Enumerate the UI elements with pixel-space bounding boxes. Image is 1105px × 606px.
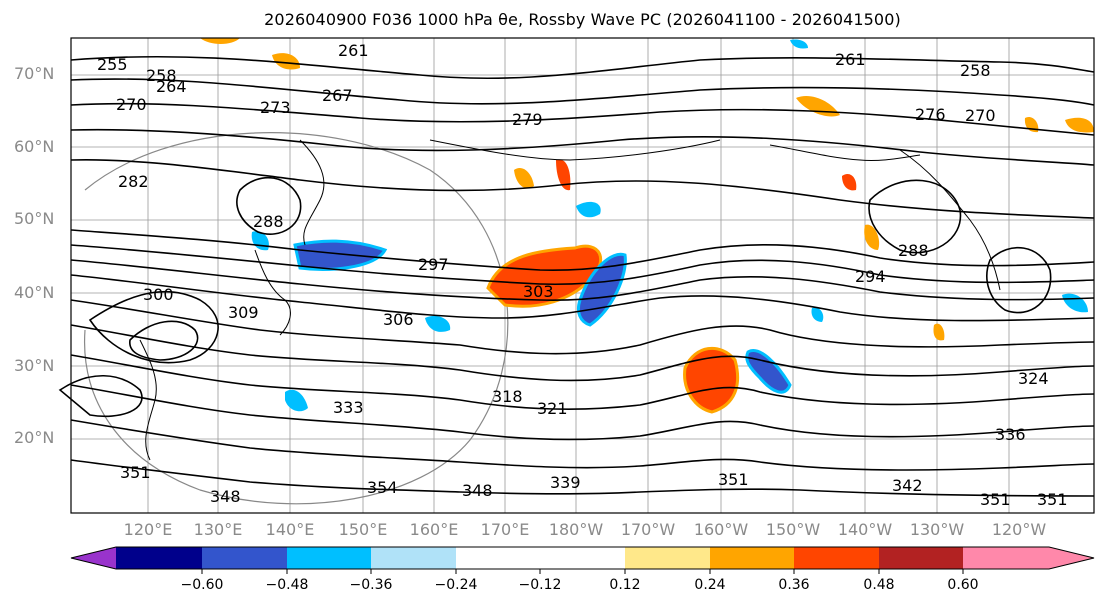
lat-label-50n: 50°N: [14, 209, 55, 228]
contour-label: 267: [322, 86, 353, 105]
figure-title: 2026040900 F036 1000 hPa θe, Rossby Wave…: [264, 10, 901, 29]
contour-label: 333: [333, 398, 364, 417]
contour-label: 282: [118, 172, 149, 191]
contour-label: 270: [965, 106, 996, 125]
contour-label: 276: [915, 105, 946, 124]
colorbar-tick-label: 0.48: [863, 577, 895, 593]
colorbar-bin: [456, 547, 540, 569]
contour-label: 351: [718, 470, 749, 489]
colorbar-bin: [202, 547, 287, 569]
colorbar-tick-label: 0.12: [609, 577, 641, 593]
contour-label: 264: [156, 77, 187, 96]
map-border: [70, 37, 1095, 514]
lon-label-160e: 160°E: [409, 520, 459, 539]
colorbar-bin: [625, 547, 710, 569]
colorbar-tick-label: −0.12: [518, 577, 562, 593]
colorbar-tick-label: 0.24: [694, 577, 726, 593]
contour-label: 273: [260, 98, 291, 117]
contour-labels: 255 258 264 261 267 270 273 279 276 261 …: [97, 41, 1068, 509]
lon-label-170e: 170°E: [480, 520, 530, 539]
contour-label: 261: [338, 41, 369, 60]
colorbar-tick-label: −0.24: [434, 577, 478, 593]
contour-label: 318: [492, 387, 523, 406]
map-panel: 255 258 264 261 267 270 273 279 276 261 …: [58, 37, 1095, 514]
contour-label: 294: [855, 267, 886, 286]
lon-label-140w: 140°W: [837, 520, 893, 539]
contour-label: 324: [1018, 369, 1049, 388]
contour-label: 351: [980, 490, 1011, 509]
contour-label: 258: [146, 66, 177, 85]
contour-label: 354: [367, 478, 398, 497]
contour-label: 270: [116, 95, 147, 114]
lon-label-130e: 130°E: [193, 520, 243, 539]
contour-label: 297: [418, 255, 449, 274]
contour-label: 306: [383, 310, 414, 329]
colorbar-ticks: [201, 569, 964, 574]
contour-label: 300: [143, 285, 174, 304]
colorbar-bin: [540, 547, 625, 569]
colorbar-bin: [116, 547, 202, 569]
colorbar-max-arrow: [963, 547, 1094, 569]
colorbar-outline: [70, 546, 1095, 570]
lon-label-140e: 140°E: [265, 520, 315, 539]
colorbar-tick-label: −0.48: [265, 577, 309, 593]
contour-label: 255: [97, 55, 128, 74]
contour-label: 261: [835, 50, 866, 69]
contour-label: 336: [995, 425, 1026, 444]
contour-label: 351: [120, 463, 151, 482]
contour-label: 351: [1037, 490, 1068, 509]
contour-label: 288: [898, 241, 929, 260]
colorbar-bin: [710, 547, 794, 569]
lat-label-30n: 30°N: [14, 356, 55, 375]
colorbar-bin: [371, 547, 456, 569]
contour-label: 339: [550, 473, 581, 492]
colorbar-tick-label: −0.36: [349, 577, 393, 593]
theta-e-contours: [58, 55, 1095, 497]
lat-label-20n: 20°N: [14, 428, 55, 447]
range-ring: [83, 132, 509, 505]
lon-label-130w: 130°W: [909, 520, 965, 539]
colorbar-tick-label: 0.36: [778, 577, 810, 593]
lon-label-150e: 150°E: [338, 520, 388, 539]
colorbar-tick-label: 0.60: [947, 577, 979, 593]
contour-label: 279: [512, 110, 543, 129]
lon-label-120e: 120°E: [123, 520, 173, 539]
anomaly-shading: [200, 38, 1094, 414]
lon-label-150w: 150°W: [765, 520, 821, 539]
colorbar-bin: [287, 547, 371, 569]
colorbar-min-arrow: [71, 547, 116, 569]
contour-label: 342: [892, 476, 923, 495]
lat-label-70n: 70°N: [14, 64, 55, 83]
contour-label: 321: [537, 399, 568, 418]
lon-label-160w: 160°W: [693, 520, 749, 539]
colorbar-bin: [794, 547, 879, 569]
lat-label-40n: 40°N: [14, 283, 55, 302]
colorbar: [70, 546, 1095, 574]
colorbar-tick-label: −0.60: [180, 577, 224, 593]
contour-label: 309: [228, 303, 259, 322]
contour-label: 348: [462, 481, 493, 500]
contour-label: 288: [253, 212, 284, 231]
colorbar-bin: [879, 547, 963, 569]
contour-label: 303: [523, 282, 554, 301]
lon-label-180w: 180°W: [548, 520, 604, 539]
lat-label-60n: 60°N: [14, 137, 55, 156]
lon-label-120w: 120°W: [991, 520, 1047, 539]
lon-label-170w: 170°W: [620, 520, 676, 539]
coastlines: [139, 139, 1001, 461]
contour-label: 258: [960, 61, 991, 80]
contour-label: 348: [210, 487, 241, 506]
